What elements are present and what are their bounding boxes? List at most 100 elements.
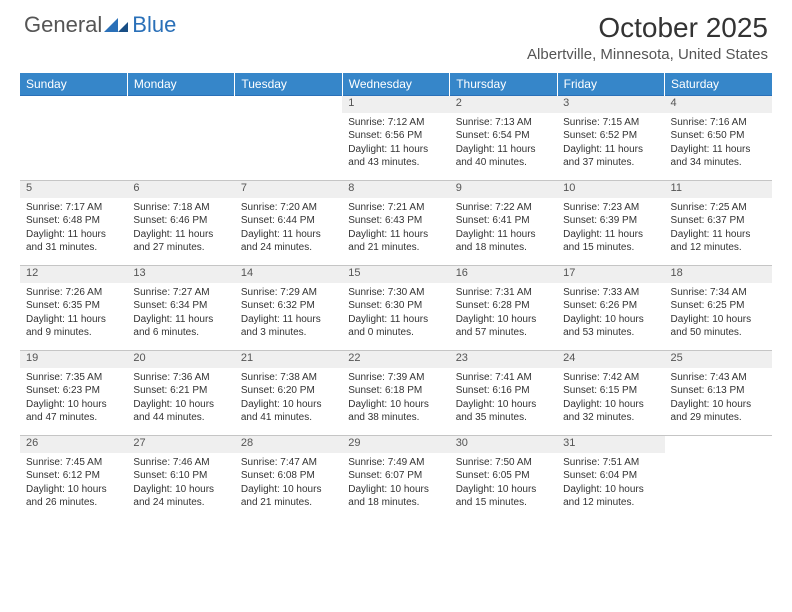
day-number-cell: 21	[235, 351, 342, 368]
sunrise-line: Sunrise: 7:42 AM	[563, 371, 658, 385]
day-detail-row: Sunrise: 7:26 AMSunset: 6:35 PMDaylight:…	[20, 283, 772, 351]
day-detail-cell: Sunrise: 7:35 AMSunset: 6:23 PMDaylight:…	[20, 368, 127, 436]
brand-text-general: General	[24, 12, 102, 38]
day-number-cell: 16	[450, 266, 557, 283]
sunset-line: Sunset: 6:28 PM	[456, 299, 551, 313]
sunset-line: Sunset: 6:23 PM	[26, 384, 121, 398]
sunrise-line: Sunrise: 7:27 AM	[133, 286, 228, 300]
weekday-header: Wednesday	[342, 73, 449, 96]
day-number-cell: 11	[665, 181, 772, 198]
daylight-line: Daylight: 11 hours and 12 minutes.	[671, 228, 766, 255]
day-number-cell: 19	[20, 351, 127, 368]
day-number-row: 1234	[20, 96, 772, 113]
sunrise-line: Sunrise: 7:31 AM	[456, 286, 551, 300]
day-number-cell: 30	[450, 436, 557, 453]
day-detail-cell: Sunrise: 7:38 AMSunset: 6:20 PMDaylight:…	[235, 368, 342, 436]
day-detail-cell: Sunrise: 7:30 AMSunset: 6:30 PMDaylight:…	[342, 283, 449, 351]
sunrise-line: Sunrise: 7:17 AM	[26, 201, 121, 215]
daylight-line: Daylight: 10 hours and 44 minutes.	[133, 398, 228, 425]
day-number-row: 262728293031	[20, 436, 772, 453]
sunrise-line: Sunrise: 7:23 AM	[563, 201, 658, 215]
daylight-line: Daylight: 11 hours and 6 minutes.	[133, 313, 228, 340]
day-number-cell: 13	[127, 266, 234, 283]
day-detail-cell: Sunrise: 7:41 AMSunset: 6:16 PMDaylight:…	[450, 368, 557, 436]
day-number-cell: 24	[557, 351, 664, 368]
calendar-table: SundayMondayTuesdayWednesdayThursdayFrid…	[20, 73, 772, 521]
day-number-cell: 14	[235, 266, 342, 283]
sunrise-line: Sunrise: 7:18 AM	[133, 201, 228, 215]
day-number-cell	[20, 96, 127, 113]
daylight-line: Daylight: 10 hours and 47 minutes.	[26, 398, 121, 425]
day-number-row: 567891011	[20, 181, 772, 198]
sunset-line: Sunset: 6:39 PM	[563, 214, 658, 228]
month-title: October 2025	[527, 12, 768, 44]
sunset-line: Sunset: 6:26 PM	[563, 299, 658, 313]
day-number-cell: 22	[342, 351, 449, 368]
day-detail-cell: Sunrise: 7:51 AMSunset: 6:04 PMDaylight:…	[557, 453, 664, 521]
day-number-cell: 12	[20, 266, 127, 283]
sunset-line: Sunset: 6:32 PM	[241, 299, 336, 313]
day-detail-cell: Sunrise: 7:45 AMSunset: 6:12 PMDaylight:…	[20, 453, 127, 521]
day-detail-cell: Sunrise: 7:27 AMSunset: 6:34 PMDaylight:…	[127, 283, 234, 351]
day-number-cell: 8	[342, 181, 449, 198]
day-detail-cell: Sunrise: 7:12 AMSunset: 6:56 PMDaylight:…	[342, 113, 449, 181]
day-detail-row: Sunrise: 7:17 AMSunset: 6:48 PMDaylight:…	[20, 198, 772, 266]
day-detail-cell: Sunrise: 7:49 AMSunset: 6:07 PMDaylight:…	[342, 453, 449, 521]
calendar-body: 1234Sunrise: 7:12 AMSunset: 6:56 PMDayli…	[20, 96, 772, 521]
daylight-line: Daylight: 11 hours and 37 minutes.	[563, 143, 658, 170]
sunrise-line: Sunrise: 7:22 AM	[456, 201, 551, 215]
sunset-line: Sunset: 6:05 PM	[456, 469, 551, 483]
day-number-cell: 10	[557, 181, 664, 198]
daylight-line: Daylight: 11 hours and 31 minutes.	[26, 228, 121, 255]
day-detail-cell: Sunrise: 7:50 AMSunset: 6:05 PMDaylight:…	[450, 453, 557, 521]
day-number-cell: 1	[342, 96, 449, 113]
calendar-head: SundayMondayTuesdayWednesdayThursdayFrid…	[20, 73, 772, 96]
sunrise-line: Sunrise: 7:30 AM	[348, 286, 443, 300]
sunset-line: Sunset: 6:12 PM	[26, 469, 121, 483]
daylight-line: Daylight: 11 hours and 15 minutes.	[563, 228, 658, 255]
sunrise-line: Sunrise: 7:34 AM	[671, 286, 766, 300]
day-number-cell	[665, 436, 772, 453]
day-number-cell: 27	[127, 436, 234, 453]
day-detail-cell: Sunrise: 7:42 AMSunset: 6:15 PMDaylight:…	[557, 368, 664, 436]
day-detail-cell: Sunrise: 7:31 AMSunset: 6:28 PMDaylight:…	[450, 283, 557, 351]
sunset-line: Sunset: 6:43 PM	[348, 214, 443, 228]
sunset-line: Sunset: 6:20 PM	[241, 384, 336, 398]
day-number-row: 19202122232425	[20, 351, 772, 368]
weekday-header: Monday	[127, 73, 234, 96]
day-number-cell: 26	[20, 436, 127, 453]
day-number-cell: 15	[342, 266, 449, 283]
sunset-line: Sunset: 6:50 PM	[671, 129, 766, 143]
day-detail-cell: Sunrise: 7:23 AMSunset: 6:39 PMDaylight:…	[557, 198, 664, 266]
day-detail-cell: Sunrise: 7:26 AMSunset: 6:35 PMDaylight:…	[20, 283, 127, 351]
sunset-line: Sunset: 6:30 PM	[348, 299, 443, 313]
day-number-row: 12131415161718	[20, 266, 772, 283]
day-number-cell: 29	[342, 436, 449, 453]
day-detail-cell	[665, 453, 772, 521]
daylight-line: Daylight: 10 hours and 29 minutes.	[671, 398, 766, 425]
sunset-line: Sunset: 6:37 PM	[671, 214, 766, 228]
day-number-cell: 7	[235, 181, 342, 198]
sunrise-line: Sunrise: 7:46 AM	[133, 456, 228, 470]
daylight-line: Daylight: 10 hours and 32 minutes.	[563, 398, 658, 425]
daylight-line: Daylight: 10 hours and 18 minutes.	[348, 483, 443, 510]
daylight-line: Daylight: 11 hours and 9 minutes.	[26, 313, 121, 340]
day-number-cell: 31	[557, 436, 664, 453]
day-number-cell: 18	[665, 266, 772, 283]
sunset-line: Sunset: 6:08 PM	[241, 469, 336, 483]
sunrise-line: Sunrise: 7:35 AM	[26, 371, 121, 385]
sunrise-line: Sunrise: 7:51 AM	[563, 456, 658, 470]
sunset-line: Sunset: 6:52 PM	[563, 129, 658, 143]
day-detail-cell: Sunrise: 7:15 AMSunset: 6:52 PMDaylight:…	[557, 113, 664, 181]
day-detail-cell: Sunrise: 7:39 AMSunset: 6:18 PMDaylight:…	[342, 368, 449, 436]
daylight-line: Daylight: 11 hours and 21 minutes.	[348, 228, 443, 255]
sunrise-line: Sunrise: 7:33 AM	[563, 286, 658, 300]
sunrise-line: Sunrise: 7:36 AM	[133, 371, 228, 385]
sunset-line: Sunset: 6:46 PM	[133, 214, 228, 228]
sunset-line: Sunset: 6:10 PM	[133, 469, 228, 483]
sunset-line: Sunset: 6:34 PM	[133, 299, 228, 313]
day-detail-cell: Sunrise: 7:36 AMSunset: 6:21 PMDaylight:…	[127, 368, 234, 436]
daylight-line: Daylight: 11 hours and 27 minutes.	[133, 228, 228, 255]
sunrise-line: Sunrise: 7:12 AM	[348, 116, 443, 130]
day-number-cell: 4	[665, 96, 772, 113]
